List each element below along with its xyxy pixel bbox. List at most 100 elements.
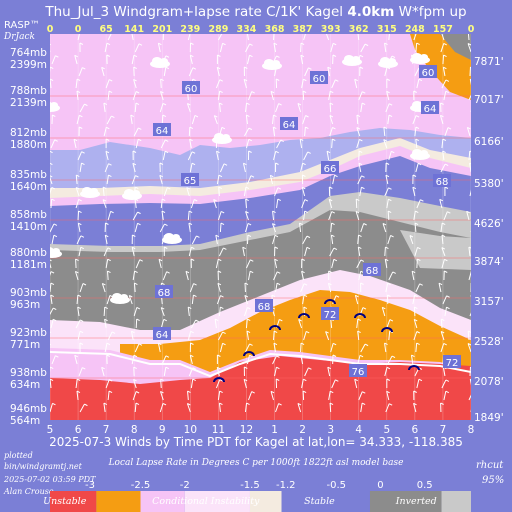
wind-barb: [415, 342, 418, 353]
cloud-icon: [262, 59, 282, 70]
wind-barb: [332, 295, 337, 305]
wind-barb-tick: [134, 270, 138, 274]
wind-barb-tick: [356, 127, 361, 130]
footer-author: Alan Crouse: [3, 487, 54, 496]
wind-barb-tick: [470, 378, 471, 381]
wind-barb-tick: [186, 186, 190, 190]
wind-barb-tick: [416, 331, 421, 334]
wind-barb: [131, 355, 135, 365]
wind-barb-tick: [360, 282, 364, 285]
wind-barb: [473, 355, 476, 364]
wind-barb: [440, 318, 443, 329]
wind-barb: [157, 343, 161, 353]
wind-barb: [105, 79, 110, 89]
wind-barb: [272, 114, 274, 125]
wind-barb-tick: [164, 246, 168, 249]
wind-barb-tick: [245, 198, 249, 201]
x-tick-label: 8: [468, 424, 475, 436]
wind-barb-tick: [358, 246, 362, 250]
wind-barb: [244, 127, 250, 137]
wind-barb: [134, 102, 137, 113]
right-axis-feet: 4626': [474, 218, 504, 230]
wind-barb-tick: [363, 223, 367, 226]
wind-barb-tick: [191, 151, 196, 154]
wind-barb: [328, 91, 331, 101]
wind-barb-tick: [162, 102, 167, 106]
wind-barb: [243, 79, 247, 89]
wind-barb-tick: [192, 378, 196, 382]
wind-barb-tick: [194, 114, 199, 118]
wind-barb: [274, 259, 278, 269]
wind-barb: [413, 319, 418, 329]
wind-barb-tick: [251, 391, 255, 394]
wind-barb: [134, 199, 137, 209]
wind-barb: [245, 211, 249, 221]
w-value-label: 0: [75, 24, 82, 35]
wind-speed-box: [255, 299, 273, 312]
wind-barb-tick: [302, 174, 306, 177]
wind-barb-tick: [446, 295, 450, 298]
chart-title: Thu_Jul_3 Windgram+lapse rate C/1K' Kage…: [44, 4, 466, 20]
wind-barb: [245, 115, 248, 125]
wind-barb-tick: [440, 330, 445, 334]
wind-barb: [384, 246, 386, 257]
wind-barb: [357, 331, 360, 341]
left-axis-meters: 1880m: [10, 139, 47, 151]
cloud-icon: [342, 55, 362, 66]
wind-barb-tick: [387, 294, 391, 297]
cloud-icon: [162, 233, 182, 244]
wind-barb-tick: [192, 67, 197, 70]
wind-barb: [330, 235, 334, 245]
wind-barb: [387, 235, 392, 245]
wind-barb-tick: [303, 378, 307, 382]
wind-barb-tick: [164, 223, 168, 227]
wind-barb-tick: [273, 330, 278, 333]
wind-barb-tick: [220, 295, 224, 298]
wind-barb: [415, 139, 418, 149]
wind-barb: [357, 34, 360, 41]
wind-barb: [74, 55, 78, 65]
wind-barb-tick: [330, 390, 334, 394]
wind-barb: [161, 211, 164, 221]
wind-barb-tick: [447, 211, 451, 214]
wind-barb: [329, 402, 332, 413]
wind-barb: [216, 367, 220, 377]
wind-barb-tick: [250, 175, 255, 178]
wind-barb: [75, 379, 78, 389]
wind-barb-tick: [159, 174, 164, 178]
wind-barb-tick: [274, 234, 279, 238]
wind-barb-tick: [75, 187, 80, 190]
wind-barb: [440, 331, 445, 341]
wind-barb-tick: [50, 128, 51, 129]
wind-barb-tick: [331, 234, 335, 238]
wind-speed-label: 64: [283, 120, 296, 131]
wind-barb-tick: [390, 234, 394, 238]
wind-barb: [50, 187, 53, 195]
wind-barb: [387, 355, 393, 365]
wind-barb-tick: [416, 342, 420, 345]
wind-barb-tick: [420, 199, 424, 202]
wind-barb: [158, 259, 162, 269]
legend-tick: -2.5: [131, 480, 151, 491]
wind-barb: [383, 126, 386, 137]
cloud-icon: [80, 187, 100, 198]
wind-barb: [328, 391, 331, 401]
legend-title: Local Lapse Rate in Degrees C per 1000ft…: [108, 458, 404, 468]
cloud-icon: [110, 293, 130, 304]
wind-barb-tick: [444, 270, 448, 273]
wind-barb-tick: [334, 174, 338, 178]
wind-barb-tick: [163, 318, 167, 322]
wind-barb: [412, 295, 416, 305]
wind-barb-tick: [187, 403, 191, 406]
wind-barb-tick: [218, 258, 222, 262]
right-axis-feet: 3157': [474, 296, 504, 308]
legend-tick: -1.5: [240, 480, 260, 491]
wind-barb-tick: [301, 258, 305, 261]
wind-barb-tick: [354, 378, 358, 382]
wind-barb: [327, 367, 331, 377]
wind-barb-tick: [328, 270, 332, 273]
wind-barb-tick: [413, 90, 417, 93]
left-axis-meters: 564m: [10, 415, 40, 427]
wind-barb-tick: [196, 235, 200, 238]
wind-barb-tick: [275, 150, 279, 154]
